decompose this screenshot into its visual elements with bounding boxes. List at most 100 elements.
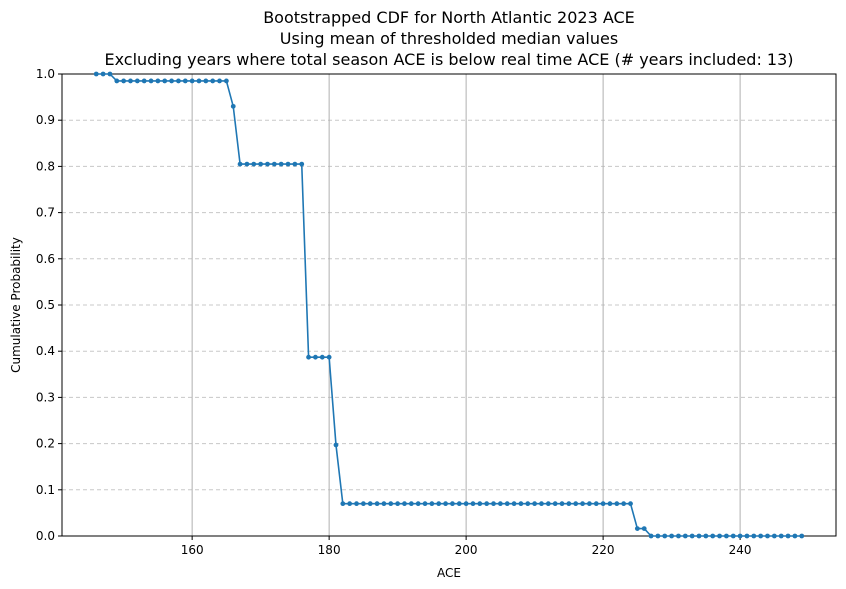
data-point	[456, 501, 462, 507]
data-point	[504, 501, 510, 507]
data-point	[778, 533, 784, 539]
data-point	[511, 501, 517, 507]
data-point	[703, 533, 709, 539]
x-tick-label: 160	[181, 543, 204, 557]
data-point	[641, 526, 647, 532]
data-point	[223, 78, 229, 84]
data-point	[648, 533, 654, 539]
data-point	[196, 78, 202, 84]
data-point	[799, 533, 805, 539]
data-point	[744, 533, 750, 539]
plot-frame	[61, 73, 837, 537]
data-point	[374, 501, 380, 507]
data-point	[429, 501, 435, 507]
data-point	[600, 501, 606, 507]
y-tick-label: 0.4	[36, 344, 55, 358]
x-tick-label: 240	[729, 543, 752, 557]
data-point	[176, 78, 181, 84]
data-point	[696, 533, 702, 539]
data-point	[662, 533, 668, 539]
data-point	[771, 533, 777, 539]
data-point	[593, 501, 599, 507]
data-point	[313, 354, 318, 360]
data-point	[463, 501, 469, 507]
x-tick-label: 200	[455, 543, 478, 557]
data-point	[285, 161, 291, 167]
data-point	[360, 501, 366, 507]
data-point	[182, 78, 188, 84]
data-point	[244, 161, 250, 167]
data-point	[367, 501, 373, 507]
y-tick-label: 0.2	[36, 437, 55, 451]
data-point	[730, 533, 736, 539]
data-point	[443, 501, 448, 507]
data-point	[340, 501, 346, 507]
chart-subtitle: Using mean of thresholded median values	[280, 29, 618, 48]
data-point	[114, 78, 120, 84]
data-point	[251, 161, 257, 167]
data-point	[552, 501, 558, 507]
data-point	[785, 533, 791, 539]
x-tick-label: 180	[318, 543, 341, 557]
y-tick-label: 0.8	[36, 159, 55, 173]
data-point	[189, 78, 195, 84]
data-point	[141, 78, 147, 84]
data-point	[587, 501, 592, 507]
data-point	[388, 501, 394, 507]
data-point	[607, 501, 613, 507]
data-point	[669, 533, 675, 539]
data-point	[128, 78, 133, 84]
data-point	[477, 501, 483, 507]
data-point	[559, 501, 565, 507]
y-tick-label: 0.3	[36, 390, 55, 404]
data-point	[326, 354, 332, 360]
data-point	[333, 442, 339, 448]
data-point	[203, 78, 209, 84]
data-point	[566, 501, 572, 507]
data-point	[415, 501, 421, 507]
data-point	[148, 78, 154, 84]
data-point	[134, 78, 140, 84]
data-point	[217, 78, 222, 84]
y-tick-label: 0.9	[36, 113, 55, 127]
y-tick-label: 0.6	[36, 252, 55, 266]
data-point	[710, 533, 716, 539]
data-point	[758, 533, 764, 539]
y-tick-label: 0.5	[36, 298, 55, 312]
data-point	[155, 78, 161, 84]
data-point	[402, 501, 407, 507]
data-point	[265, 161, 270, 167]
data-point	[306, 354, 311, 360]
data-point	[751, 533, 757, 539]
data-point	[682, 533, 688, 539]
data-point	[292, 161, 298, 167]
data-point	[545, 501, 551, 507]
y-tick-label: 0.0	[36, 529, 55, 543]
data-point	[491, 501, 496, 507]
data-point	[121, 78, 127, 84]
x-axis-label: ACE	[437, 566, 461, 580]
data-point	[717, 533, 722, 539]
data-point	[518, 501, 524, 507]
data-point	[573, 501, 579, 507]
data-point	[724, 533, 729, 539]
y-axis-label: Cumulative Probability	[9, 237, 23, 373]
data-point	[347, 501, 353, 507]
data-point	[299, 161, 305, 167]
data-point	[271, 161, 277, 167]
data-point	[258, 161, 264, 167]
data-point	[634, 526, 640, 532]
data-point	[408, 501, 414, 507]
data-point	[539, 501, 544, 507]
y-tick-label: 0.1	[36, 483, 55, 497]
data-point	[614, 501, 620, 507]
data-point	[436, 501, 442, 507]
data-point	[230, 103, 236, 109]
data-point	[107, 71, 113, 77]
data-point	[422, 501, 428, 507]
data-point	[628, 501, 633, 507]
data-point	[689, 533, 695, 539]
data-point	[169, 78, 174, 84]
